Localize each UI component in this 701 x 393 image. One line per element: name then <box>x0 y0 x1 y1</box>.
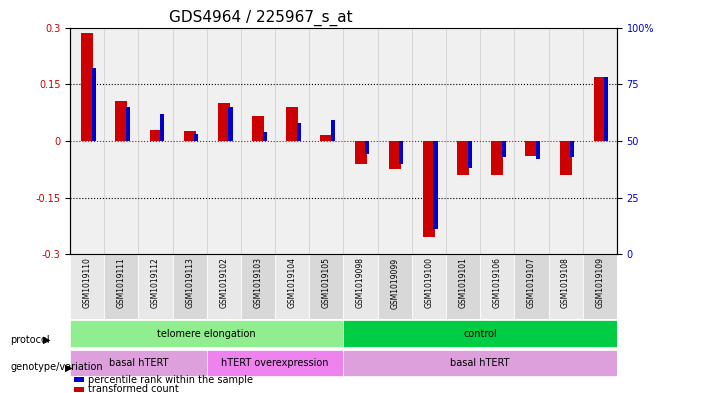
Bar <box>218 103 230 141</box>
Text: GSM1019110: GSM1019110 <box>83 257 92 309</box>
Bar <box>172 254 207 319</box>
Bar <box>423 141 435 237</box>
Bar <box>343 254 378 319</box>
Text: GSM1019109: GSM1019109 <box>595 257 604 309</box>
Text: telomere elongation: telomere elongation <box>158 329 256 338</box>
Text: protocol: protocol <box>11 335 50 345</box>
Text: GSM1019108: GSM1019108 <box>561 257 570 309</box>
Bar <box>126 107 130 141</box>
Bar <box>241 254 275 319</box>
Text: GSM1019111: GSM1019111 <box>117 257 126 308</box>
Text: GSM1019105: GSM1019105 <box>322 257 331 309</box>
Bar <box>446 254 480 319</box>
Bar <box>309 254 343 319</box>
Text: basal hTERT: basal hTERT <box>451 358 510 368</box>
Bar <box>229 107 233 141</box>
Text: control: control <box>463 329 497 338</box>
Bar <box>412 254 446 319</box>
Text: GSM1019103: GSM1019103 <box>254 257 263 309</box>
Text: ▶: ▶ <box>65 362 73 373</box>
Text: GSM1019112: GSM1019112 <box>151 257 160 308</box>
Bar <box>502 141 506 157</box>
Text: hTERT overexpression: hTERT overexpression <box>222 358 329 368</box>
Bar <box>275 254 309 319</box>
Bar <box>491 141 503 175</box>
Bar <box>343 320 617 347</box>
Bar <box>81 33 93 141</box>
Text: GSM1019098: GSM1019098 <box>356 257 365 309</box>
Text: percentile rank within the sample: percentile rank within the sample <box>88 375 252 385</box>
Bar <box>160 114 164 141</box>
Bar <box>149 130 161 141</box>
Text: GSM1019099: GSM1019099 <box>390 257 400 309</box>
Text: GSM1019101: GSM1019101 <box>458 257 468 309</box>
Bar <box>286 107 298 141</box>
Bar <box>331 121 335 141</box>
Bar <box>116 101 128 141</box>
Bar <box>92 68 96 141</box>
Bar <box>263 132 266 141</box>
Bar <box>480 254 515 319</box>
Bar <box>559 141 571 175</box>
Bar <box>515 254 549 319</box>
Text: GSM1019100: GSM1019100 <box>424 257 433 309</box>
Bar <box>594 77 606 141</box>
Bar <box>207 350 343 376</box>
Text: GSM1019107: GSM1019107 <box>527 257 536 309</box>
Bar <box>400 141 403 163</box>
Text: transformed count: transformed count <box>88 384 178 393</box>
Bar <box>343 350 617 376</box>
Bar <box>207 254 241 319</box>
Bar <box>320 135 332 141</box>
Text: GSM1019113: GSM1019113 <box>185 257 194 309</box>
Bar <box>583 254 617 319</box>
Bar <box>457 141 469 175</box>
Bar <box>139 254 172 319</box>
Bar <box>184 131 196 141</box>
Text: ▶: ▶ <box>43 335 51 345</box>
Text: GSM1019104: GSM1019104 <box>287 257 297 309</box>
Text: GSM1019102: GSM1019102 <box>219 257 229 309</box>
Bar <box>389 141 401 169</box>
Text: GSM1019106: GSM1019106 <box>493 257 502 309</box>
Bar <box>604 77 608 141</box>
Bar <box>355 141 367 163</box>
Bar <box>365 141 369 154</box>
Bar <box>526 141 538 156</box>
Bar <box>549 254 583 319</box>
Bar <box>70 254 104 319</box>
Bar <box>252 116 264 141</box>
Bar <box>536 141 540 159</box>
Bar <box>468 141 472 168</box>
Text: genotype/variation: genotype/variation <box>11 362 103 373</box>
Bar <box>104 254 138 319</box>
Text: basal hTERT: basal hTERT <box>109 358 168 368</box>
Bar <box>570 141 574 157</box>
Text: GDS4964 / 225967_s_at: GDS4964 / 225967_s_at <box>168 10 352 26</box>
Bar <box>194 134 198 141</box>
Bar <box>70 350 207 376</box>
Bar <box>70 320 343 347</box>
Bar <box>433 141 437 229</box>
Bar <box>297 123 301 141</box>
Bar <box>378 254 412 319</box>
